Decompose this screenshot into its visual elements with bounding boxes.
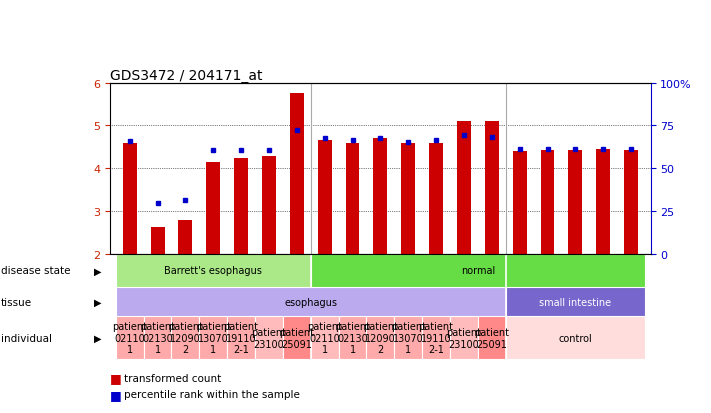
Text: patient
25091: patient 25091 bbox=[474, 327, 509, 349]
Text: individual: individual bbox=[1, 333, 52, 343]
Text: patient
25091: patient 25091 bbox=[279, 327, 314, 349]
Text: patient
13070
1: patient 13070 1 bbox=[391, 321, 426, 354]
Bar bbox=[206, 162, 220, 254]
Bar bbox=[144, 317, 171, 359]
Text: patient
02130
1: patient 02130 1 bbox=[335, 321, 370, 354]
Bar bbox=[373, 139, 387, 254]
Text: GDS3472 / 204171_at: GDS3472 / 204171_at bbox=[110, 69, 262, 83]
Bar bbox=[429, 143, 443, 254]
Bar bbox=[513, 152, 527, 254]
Bar bbox=[540, 151, 555, 254]
Bar bbox=[450, 317, 478, 359]
Bar bbox=[311, 254, 645, 287]
Text: percentile rank within the sample: percentile rank within the sample bbox=[124, 389, 300, 399]
Text: patient
12090
2: patient 12090 2 bbox=[168, 321, 203, 354]
Bar bbox=[457, 122, 471, 254]
Bar bbox=[123, 143, 137, 254]
Bar bbox=[366, 317, 395, 359]
Bar bbox=[506, 287, 645, 317]
Text: small intestine: small intestine bbox=[540, 297, 611, 307]
Bar bbox=[401, 143, 415, 254]
Text: patient
19110
2-1: patient 19110 2-1 bbox=[419, 321, 454, 354]
Bar bbox=[178, 221, 193, 254]
Bar bbox=[283, 317, 311, 359]
Text: patient
23100: patient 23100 bbox=[447, 327, 481, 349]
Bar bbox=[318, 141, 331, 254]
Bar bbox=[151, 227, 164, 254]
Bar bbox=[228, 317, 255, 359]
Bar bbox=[485, 122, 498, 254]
Bar bbox=[478, 317, 506, 359]
Text: Barrett's esophagus: Barrett's esophagus bbox=[164, 266, 262, 275]
Bar bbox=[262, 157, 276, 254]
Bar bbox=[199, 317, 228, 359]
Bar bbox=[597, 150, 610, 254]
Text: normal: normal bbox=[461, 266, 495, 275]
Text: patient
02110
1: patient 02110 1 bbox=[112, 321, 147, 354]
Bar bbox=[506, 317, 645, 359]
Bar bbox=[255, 317, 283, 359]
Text: patient
19110
2-1: patient 19110 2-1 bbox=[224, 321, 259, 354]
Text: patient
13070
1: patient 13070 1 bbox=[196, 321, 231, 354]
Text: patient
02110
1: patient 02110 1 bbox=[307, 321, 342, 354]
Text: transformed count: transformed count bbox=[124, 373, 222, 383]
Bar bbox=[116, 317, 144, 359]
Bar bbox=[624, 151, 638, 254]
Text: esophagus: esophagus bbox=[284, 297, 337, 307]
Text: control: control bbox=[558, 333, 592, 343]
Text: patient
23100: patient 23100 bbox=[252, 327, 287, 349]
Bar bbox=[346, 143, 360, 254]
Text: ▶: ▶ bbox=[95, 266, 102, 275]
Text: patient
12090
2: patient 12090 2 bbox=[363, 321, 398, 354]
Text: ▶: ▶ bbox=[95, 333, 102, 343]
Text: ▶: ▶ bbox=[95, 297, 102, 307]
Bar bbox=[116, 287, 506, 317]
Bar bbox=[234, 158, 248, 254]
Bar bbox=[568, 151, 582, 254]
Bar bbox=[290, 94, 304, 254]
Bar bbox=[171, 317, 199, 359]
Bar bbox=[422, 317, 450, 359]
Bar bbox=[338, 317, 366, 359]
Bar bbox=[311, 317, 338, 359]
Text: tissue: tissue bbox=[1, 297, 32, 307]
Bar bbox=[395, 317, 422, 359]
Text: patient
02130
1: patient 02130 1 bbox=[140, 321, 175, 354]
Bar bbox=[116, 254, 311, 287]
Text: ■: ■ bbox=[110, 371, 122, 385]
Text: ■: ■ bbox=[110, 388, 122, 401]
Text: disease state: disease state bbox=[1, 266, 70, 275]
